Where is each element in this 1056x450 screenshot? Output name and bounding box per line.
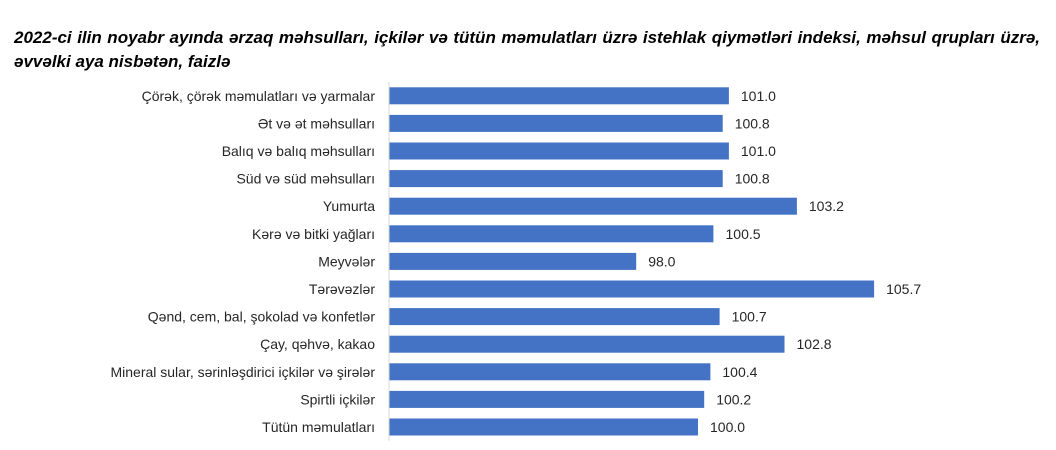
category-label-1: Ət və ət məhsulları bbox=[258, 115, 375, 131]
value-label-6: 98.0 bbox=[648, 253, 675, 269]
value-label-11: 100.2 bbox=[716, 391, 751, 407]
bar-8 bbox=[389, 308, 720, 326]
bars-layer bbox=[389, 87, 875, 436]
category-label-8: Qənd, cem, bal, şokolad və konfetlər bbox=[148, 309, 376, 325]
bar-4 bbox=[389, 197, 797, 215]
chart-title: 2022-ci ilin noyabr ayında ərzaq məhsull… bbox=[14, 28, 1040, 71]
bar-0 bbox=[389, 87, 729, 105]
bar-1 bbox=[389, 114, 723, 132]
bar-3 bbox=[389, 170, 723, 188]
value-label-2: 101.0 bbox=[741, 143, 776, 159]
value-label-3: 100.8 bbox=[735, 171, 770, 187]
value-label-1: 100.8 bbox=[735, 115, 770, 131]
value-labels: 101.0 100.8 101.0 100.8 103.2 100.5 98.0 105.7 1… bbox=[648, 88, 921, 435]
bar-9 bbox=[389, 335, 785, 353]
bar-6 bbox=[389, 252, 637, 270]
bar-10 bbox=[389, 363, 711, 381]
category-label-7: Tərəvəzlər bbox=[309, 281, 375, 297]
bar-12 bbox=[389, 418, 698, 436]
value-label-10: 100.4 bbox=[722, 364, 757, 380]
value-label-9: 102.8 bbox=[797, 336, 832, 352]
bar-7 bbox=[389, 280, 875, 298]
value-label-7: 105.7 bbox=[886, 281, 921, 297]
value-label-0: 101.0 bbox=[741, 88, 776, 104]
bar-11 bbox=[389, 390, 705, 408]
value-label-12: 100.0 bbox=[710, 419, 745, 435]
category-label-12: Tütün məmulatları bbox=[262, 419, 375, 435]
category-label-4: Yumurta bbox=[323, 198, 375, 214]
category-label-9: Çay, qəhvə, kakao bbox=[260, 336, 375, 352]
category-label-3: Süd və süd məhsulları bbox=[236, 171, 375, 187]
bar-2 bbox=[389, 142, 729, 160]
category-label-5: Kərə və bitki yağları bbox=[252, 226, 375, 242]
category-label-11: Spirtli içkilər bbox=[300, 391, 375, 407]
bar-5 bbox=[389, 225, 714, 243]
category-label-0: Çörək, çörək məmulatları və yarmalar bbox=[142, 88, 376, 104]
category-labels: Çörək, çörək məmulatları və yarmalar Ət v… bbox=[110, 88, 375, 435]
value-label-5: 100.5 bbox=[726, 226, 761, 242]
category-label-6: Meyvələr bbox=[318, 253, 375, 269]
category-label-2: Balıq və balıq məhsulları bbox=[222, 143, 375, 159]
value-label-4: 103.2 bbox=[809, 198, 844, 214]
category-label-10: Mineral sular, sərinləşdirici içkilər və… bbox=[110, 364, 375, 380]
value-label-8: 100.7 bbox=[732, 309, 767, 325]
